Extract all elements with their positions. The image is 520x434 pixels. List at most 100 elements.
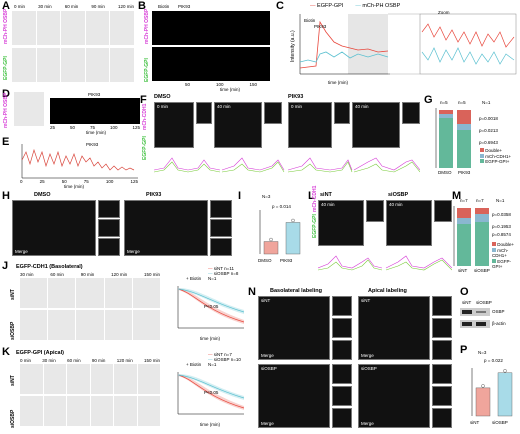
tick-label: 100 — [105, 179, 114, 184]
row-label: mCh-PH OSBP — [144, 8, 150, 44]
pik93-mark: PIK93 — [178, 4, 191, 9]
micrograph — [137, 396, 160, 426]
tick-label: 125 — [130, 179, 138, 184]
tick-label: 100 — [215, 82, 224, 87]
panel-label-l: L — [308, 190, 315, 202]
row-label: siOSBP — [10, 321, 16, 340]
channel-inset — [432, 386, 452, 406]
n-label: n=5 — [458, 100, 466, 105]
tick-label: 125 — [132, 125, 140, 130]
time-label: 60 min — [67, 358, 81, 363]
x-category: siOSBP — [492, 420, 508, 425]
micrograph — [48, 278, 76, 308]
micrograph — [76, 310, 104, 340]
micrograph — [12, 11, 36, 45]
panel-label-j: J — [2, 260, 9, 272]
channel-inset — [332, 386, 352, 406]
panel-label-i: I — [238, 190, 242, 202]
legend-item: EGFP-GPI+ — [492, 258, 512, 269]
panel-h: DMSO PIK93 Merge Merge — [12, 192, 234, 256]
zoom-inset — [196, 102, 212, 124]
data-point — [503, 369, 507, 373]
time-label: 30 min — [38, 4, 52, 9]
bar — [497, 372, 513, 417]
pik93-mark: PIK93 — [86, 142, 99, 147]
panel-n: Basolateral labeling Apical labeling siN… — [258, 288, 454, 432]
time-label: 30 min — [42, 358, 56, 363]
micrograph — [90, 364, 113, 394]
zoom-label: Zoom — [438, 10, 450, 15]
micrograph: siOSBP Merge — [358, 364, 430, 428]
row-label: mCh-PH OSBP — [3, 92, 9, 128]
micrograph — [114, 396, 137, 426]
micrograph — [61, 48, 85, 82]
panel-b: Biotin PIK93 50 100 150 time (min) — [152, 2, 270, 92]
channel-inset — [210, 238, 232, 256]
panel-label-f: F — [140, 94, 147, 106]
time-label: 30 min — [20, 272, 34, 277]
x-category: DMSO — [258, 258, 272, 263]
row-label: mCh-PH OSBP — [3, 8, 9, 44]
biotin-mark: Biotin — [304, 18, 316, 23]
panel-k: 0 min 30 min 60 min 90 min 120 min 150 m… — [14, 358, 162, 430]
x-category: DMSO — [438, 170, 452, 175]
panel-label-b: B — [138, 0, 146, 12]
legend-item: — siOSBP n=8 — [208, 271, 239, 276]
line-chart — [299, 13, 517, 75]
micrograph: Merge — [12, 200, 96, 256]
micrograph — [76, 278, 104, 308]
panel-label-p: P — [460, 344, 468, 356]
panel-j: 30 min 60 min 90 min 120 min 150 min — [14, 272, 162, 344]
p-value: P<0.05 — [204, 390, 219, 395]
panel-d-kymo: PIK93 25 50 75 100 125 time (min) — [50, 92, 140, 136]
micrograph — [36, 48, 61, 82]
column-title: Basolateral labeling — [270, 288, 322, 294]
legend-item: — siNT n=11 — [208, 266, 234, 271]
line-chart — [21, 144, 138, 179]
micrograph — [67, 396, 90, 426]
stacked-bar-chart — [453, 206, 489, 266]
tick-label: 50 — [61, 179, 67, 184]
time-label: 90 min — [91, 358, 106, 363]
time-label: 90 min — [91, 4, 105, 9]
micrograph: siNT Merge — [258, 296, 330, 360]
zoom-inset — [402, 102, 420, 124]
time-label: 0 min — [20, 358, 32, 363]
row-label: siNT — [10, 375, 16, 386]
time-label: 150 min — [143, 358, 160, 363]
panel-label-h: H — [2, 190, 10, 202]
row-label: mCh-CDH1 — [142, 103, 148, 130]
micrograph — [14, 92, 44, 126]
x-category: siOSBP — [474, 268, 490, 273]
p-value: p=0.0213 — [479, 128, 498, 133]
p-value: p=0.0018 — [479, 116, 498, 121]
channel-inset — [210, 200, 232, 218]
panel-j-chart: + Biotin — siNT n=11 — siOSBP n=8 N=1 P<… — [164, 264, 246, 344]
micrograph — [137, 364, 160, 394]
row-label: EGFP-GPI — [312, 214, 318, 238]
micrograph — [61, 11, 85, 45]
lane-label: siNT — [462, 300, 472, 305]
treatment-label: + Biotin — [186, 276, 202, 281]
x-axis-label: time (min) — [86, 130, 106, 135]
panel-i: N=3 p = 0.014 DMSO PIK93 — [246, 194, 306, 270]
biotin-mark: Biotin — [158, 4, 170, 9]
line-profiles — [154, 157, 420, 173]
zoom-inset — [366, 200, 384, 222]
row-label: siNT — [10, 289, 16, 300]
n-label: N=1 — [482, 100, 491, 105]
data-point — [481, 384, 485, 388]
legend-item: — EGFP-GPI — [310, 3, 344, 9]
legend-item: mCh-CDH1+ — [480, 153, 511, 160]
x-category: PIK93 — [280, 258, 293, 263]
micrograph — [85, 48, 110, 82]
micrograph: Merge — [124, 200, 208, 256]
panel-title: EGFP-CDH1 (Basolateral) — [16, 264, 83, 270]
micrograph: 40 min — [386, 200, 432, 246]
x-axis-label: time (min) — [200, 422, 220, 427]
n-label: n=7 — [476, 198, 484, 203]
tick-label: 100 — [109, 125, 118, 130]
tick-label: 50 — [69, 125, 75, 130]
legend-item: — siOSBP n=10 — [208, 357, 241, 362]
channel-inset — [332, 408, 352, 428]
